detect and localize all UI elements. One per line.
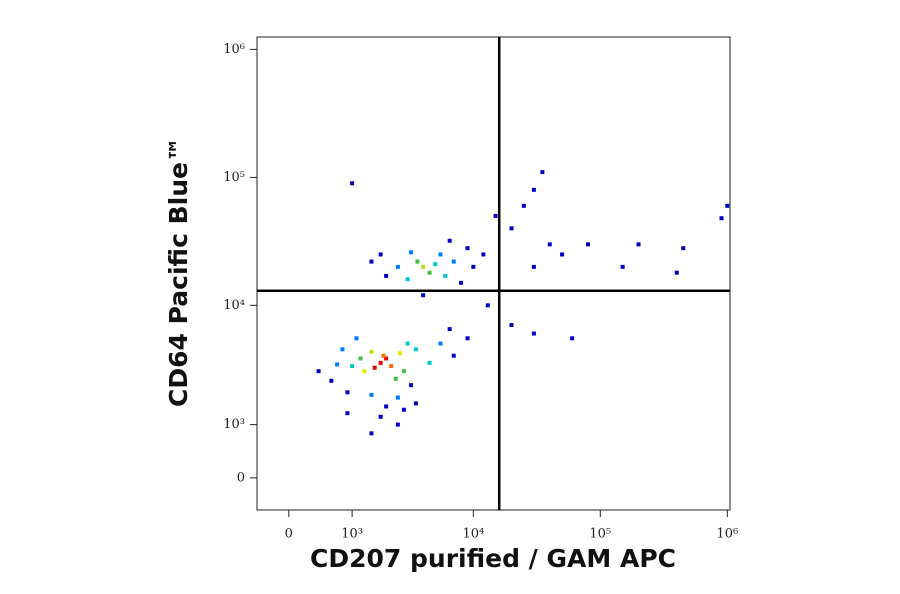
point (409, 383, 414, 388)
y-tick-label: 10⁴ (223, 298, 245, 313)
point (358, 356, 363, 361)
point (401, 407, 406, 412)
y-tick-label: 10⁵ (223, 170, 245, 185)
point (401, 369, 406, 374)
point (393, 376, 398, 381)
point (345, 390, 350, 395)
point (350, 364, 355, 369)
point (547, 242, 552, 247)
point (493, 213, 498, 218)
x-tick-label: 10⁵ (589, 527, 611, 542)
point (362, 369, 367, 374)
point (570, 336, 575, 341)
point (389, 364, 394, 369)
point (378, 360, 383, 365)
point (681, 246, 686, 251)
point (384, 404, 389, 409)
point (465, 246, 470, 251)
x-tick-label: 10⁴ (462, 527, 484, 542)
point (471, 264, 476, 269)
point (447, 327, 452, 332)
point (427, 360, 432, 365)
point (509, 323, 514, 328)
point (395, 422, 400, 427)
point (413, 347, 418, 352)
point (345, 411, 350, 416)
point (405, 341, 410, 346)
point (335, 362, 340, 367)
point (397, 351, 402, 356)
point (316, 369, 321, 374)
point (531, 331, 536, 336)
point (413, 401, 418, 406)
point (459, 280, 464, 285)
y-tick-label: 10⁶ (223, 42, 245, 57)
point (369, 349, 374, 354)
point (481, 252, 486, 257)
point (636, 242, 641, 247)
point (369, 259, 374, 264)
point (421, 264, 426, 269)
point (443, 273, 448, 278)
point (719, 216, 724, 221)
point (531, 264, 536, 269)
plot-frame (256, 36, 731, 511)
point (521, 203, 526, 208)
y-axis-title: CD64 Pacific Blue™ (164, 137, 193, 407)
point (354, 336, 359, 341)
point (350, 181, 355, 186)
point (540, 170, 545, 175)
point (395, 395, 400, 400)
point (451, 353, 456, 358)
point (438, 252, 443, 257)
point (674, 270, 679, 275)
point (384, 273, 389, 278)
point (329, 378, 334, 383)
point (620, 264, 625, 269)
y-tick-label: 10³ (223, 417, 245, 432)
point (405, 277, 410, 282)
point (485, 303, 490, 308)
point (369, 431, 374, 436)
x-axis-title: CD207 purified / GAM APC (310, 544, 676, 573)
x-tick-label: 0 (285, 527, 293, 542)
point (509, 226, 514, 231)
point (465, 336, 470, 341)
x-tick-label: 10⁶ (716, 527, 738, 542)
point (427, 270, 432, 275)
point (447, 238, 452, 243)
point (451, 259, 456, 264)
point (381, 353, 386, 358)
point (531, 187, 536, 192)
point (340, 347, 345, 352)
x-tick-label: 10³ (341, 527, 363, 542)
point (372, 365, 377, 370)
point (369, 392, 374, 397)
point (409, 250, 414, 255)
point (560, 252, 565, 257)
point (421, 293, 426, 298)
point (384, 356, 389, 361)
point (438, 341, 443, 346)
point (415, 259, 420, 264)
point (395, 264, 400, 269)
point (378, 414, 383, 419)
point (725, 203, 730, 208)
point (378, 252, 383, 257)
point (585, 242, 590, 247)
y-tick-label: 0 (237, 470, 245, 485)
point (433, 262, 438, 267)
